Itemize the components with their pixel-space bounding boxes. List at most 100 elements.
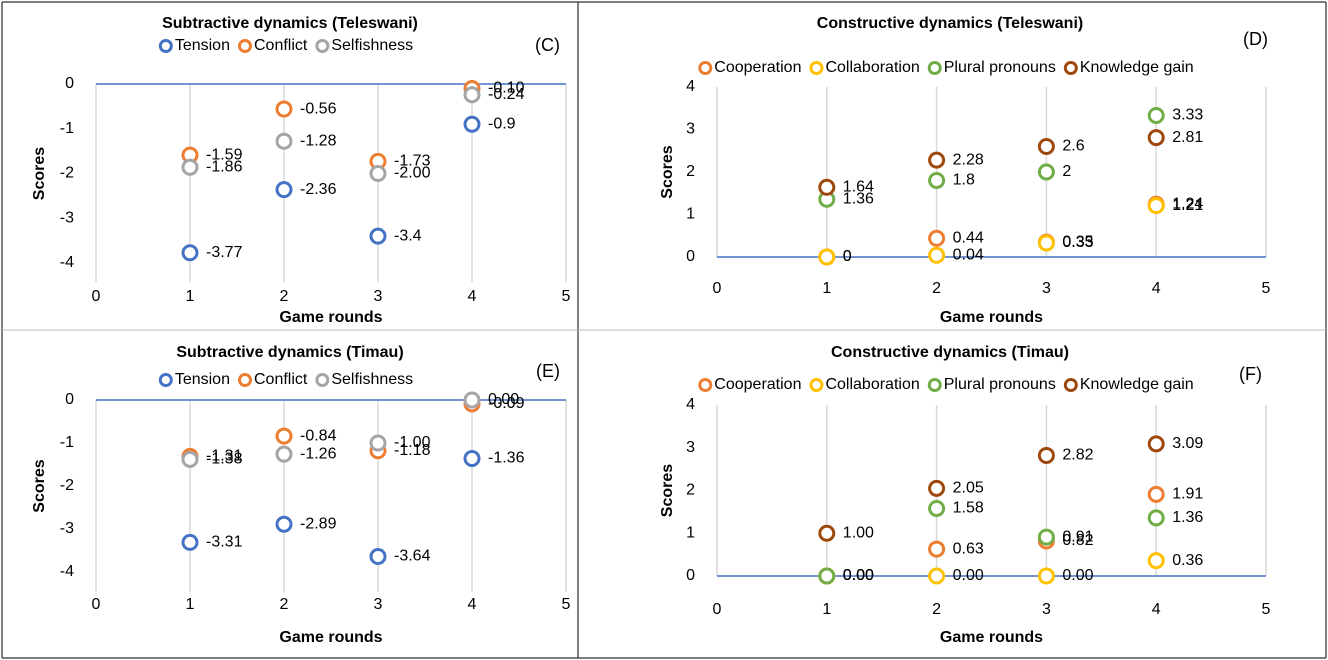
data-label: -3.31	[206, 534, 243, 551]
chart-title: Subtractive dynamics (Timau)	[176, 344, 403, 361]
x-tick-label: 1	[186, 288, 195, 305]
data-label: 1.64	[843, 179, 874, 196]
data-label: 2	[1062, 163, 1071, 180]
data-label: 0.63	[953, 540, 984, 557]
chart-title: Subtractive dynamics (Teleswani)	[162, 15, 418, 32]
data-label: -1.00	[394, 434, 431, 451]
data-label: -1.26	[300, 445, 337, 462]
chart-title: Constructive dynamics (Timau)	[831, 344, 1069, 361]
data-label: 2.82	[1062, 447, 1093, 464]
data-point	[181, 450, 199, 468]
data-point	[928, 540, 946, 558]
data-label: -2.89	[300, 515, 337, 532]
x-tick-label: 4	[1152, 601, 1161, 618]
data-label: 0.04	[953, 247, 984, 264]
x-tick-label: 5	[562, 596, 571, 613]
y-tick-label: -4	[60, 254, 74, 271]
x-tick-label: 5	[562, 288, 571, 305]
y-tick-label: -1	[60, 434, 74, 451]
data-point	[928, 229, 946, 247]
legend-label: Knowledge gain	[1080, 59, 1194, 76]
y-tick-label: 0	[686, 248, 695, 265]
data-label: -0.56	[300, 100, 337, 117]
data-label: -0.10	[488, 80, 525, 97]
y-tick-label: 2	[686, 163, 695, 180]
data-label: 2.28	[953, 151, 984, 168]
y-tick-label: -4	[60, 563, 74, 580]
data-label: 0.00	[843, 567, 874, 584]
x-tick-label: 4	[468, 596, 477, 613]
data-label: 0.35	[1062, 233, 1093, 250]
data-label: 2.05	[953, 480, 984, 497]
data-label: 3.33	[1172, 107, 1203, 124]
legend-label: Cooperation	[714, 59, 801, 76]
data-label: 1.8	[953, 172, 975, 189]
chart-title: Constructive dynamics (Teleswani)	[817, 15, 1083, 32]
y-axis-title: Scores	[31, 459, 48, 512]
data-point	[463, 391, 481, 409]
data-label: -0.84	[300, 427, 337, 444]
data-label: 0.00	[953, 567, 984, 584]
data-label: 1.58	[953, 500, 984, 517]
data-point	[1147, 552, 1165, 570]
legend-label: Tension	[175, 37, 230, 54]
legend-label: Tension	[175, 371, 230, 388]
data-label: 1.91	[1172, 486, 1203, 503]
y-tick-label: 4	[686, 78, 695, 95]
data-label: 1.24	[1172, 196, 1203, 213]
data-point	[1147, 485, 1165, 503]
data-point	[181, 533, 199, 551]
legend-label: Selfishness	[331, 37, 413, 54]
data-point	[369, 165, 387, 182]
data-point	[1037, 528, 1055, 546]
data-point	[818, 524, 836, 542]
x-axis-title: Game rounds	[279, 629, 382, 646]
data-label: -1.86	[206, 158, 243, 175]
legend-marker	[237, 373, 252, 387]
panel-label: (E)	[536, 361, 560, 381]
x-tick-label: 4	[468, 288, 477, 305]
data-label: -0.9	[488, 115, 516, 132]
data-label: -1.73	[394, 153, 431, 170]
legend-marker	[809, 378, 824, 392]
y-tick-label: -3	[60, 520, 74, 537]
legend-marker	[927, 61, 942, 75]
x-axis-title: Game rounds	[940, 309, 1043, 326]
legend: Tension Conflict Selfishness	[158, 371, 413, 388]
data-point	[181, 244, 199, 262]
panel-label: (C)	[535, 35, 560, 55]
data-label: 0.00	[843, 567, 874, 584]
y-tick-label: -3	[60, 209, 74, 226]
data-label: 0.00	[843, 567, 874, 584]
data-label: 0.82	[1062, 532, 1093, 549]
x-axis-title: Game rounds	[279, 309, 382, 326]
data-point	[1147, 197, 1165, 215]
data-label: 0.33	[1062, 234, 1093, 251]
x-tick-label: 1	[186, 596, 195, 613]
x-tick-label: 5	[1262, 280, 1271, 297]
data-point	[1147, 129, 1165, 147]
legend-marker	[698, 61, 713, 75]
legend-marker	[698, 378, 713, 392]
data-point	[1037, 567, 1055, 585]
data-point	[275, 100, 293, 118]
data-label: 0.91	[1062, 528, 1093, 545]
data-label: 0.00	[488, 391, 519, 408]
x-tick-label: 0	[92, 288, 101, 305]
data-point	[818, 248, 836, 266]
data-label: 0.36	[1172, 552, 1203, 569]
data-label: 1.36	[1172, 509, 1203, 526]
x-tick-label: 1	[822, 601, 831, 618]
y-axis-title: Scores	[659, 145, 676, 198]
data-label: 3.09	[1172, 435, 1203, 452]
data-point	[928, 172, 946, 189]
data-label: 2.81	[1172, 129, 1203, 146]
panel-label: (D)	[1243, 29, 1268, 49]
y-tick-label: 2	[686, 482, 695, 499]
data-label: -1.38	[206, 451, 243, 468]
x-tick-label: 2	[280, 596, 289, 613]
data-point	[1037, 446, 1055, 464]
data-label: 0.44	[953, 230, 984, 247]
x-tick-label: 3	[374, 288, 383, 305]
